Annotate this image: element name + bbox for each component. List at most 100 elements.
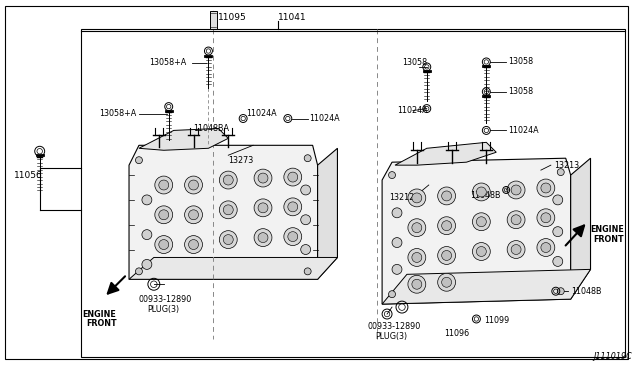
Text: 11024A: 11024A [246, 109, 276, 118]
Text: 11099: 11099 [484, 317, 509, 326]
Text: J111019C: J111019C [593, 352, 632, 361]
Text: 13273: 13273 [228, 156, 253, 165]
Circle shape [557, 288, 564, 295]
Circle shape [553, 256, 563, 266]
Circle shape [155, 235, 173, 253]
Circle shape [442, 277, 452, 287]
Circle shape [301, 215, 310, 225]
Circle shape [392, 238, 402, 247]
Text: 11024A: 11024A [508, 126, 539, 135]
Circle shape [258, 203, 268, 213]
Circle shape [155, 206, 173, 224]
Circle shape [254, 169, 272, 187]
Circle shape [412, 223, 422, 232]
Circle shape [392, 264, 402, 274]
Circle shape [537, 179, 555, 197]
Circle shape [541, 183, 551, 193]
Circle shape [288, 232, 298, 241]
Circle shape [288, 202, 298, 212]
Circle shape [301, 185, 310, 195]
Circle shape [254, 199, 272, 217]
Circle shape [136, 268, 143, 275]
Text: 11048BA: 11048BA [193, 124, 230, 133]
Circle shape [284, 198, 301, 216]
Circle shape [472, 183, 490, 201]
Circle shape [408, 189, 426, 207]
Text: 13058: 13058 [508, 57, 533, 67]
Polygon shape [395, 142, 496, 165]
Circle shape [254, 229, 272, 247]
Circle shape [304, 155, 311, 162]
Circle shape [408, 248, 426, 266]
Circle shape [541, 213, 551, 223]
Circle shape [284, 168, 301, 186]
Text: 00933-12890: 00933-12890 [139, 295, 192, 304]
Polygon shape [382, 158, 571, 304]
Circle shape [553, 227, 563, 237]
Text: 11096: 11096 [445, 329, 470, 339]
Circle shape [507, 241, 525, 259]
Text: 11041: 11041 [278, 13, 307, 22]
Circle shape [412, 279, 422, 289]
Text: 11056: 11056 [14, 171, 43, 180]
Circle shape [258, 173, 268, 183]
Circle shape [258, 232, 268, 243]
Circle shape [442, 191, 452, 201]
Polygon shape [129, 145, 317, 279]
Text: 11095: 11095 [218, 13, 247, 22]
Circle shape [408, 275, 426, 293]
Text: 11024A: 11024A [397, 106, 428, 115]
Circle shape [223, 205, 233, 215]
Circle shape [438, 247, 456, 264]
Text: 13058+A: 13058+A [99, 109, 136, 118]
Circle shape [220, 201, 237, 219]
Circle shape [472, 243, 490, 260]
Circle shape [438, 187, 456, 205]
Circle shape [189, 210, 198, 220]
Text: 13213: 13213 [554, 161, 579, 170]
Circle shape [472, 213, 490, 231]
Text: PLUG(3): PLUG(3) [147, 305, 179, 314]
Circle shape [223, 175, 233, 185]
Circle shape [220, 231, 237, 248]
Circle shape [136, 157, 143, 164]
Text: ENGINE: ENGINE [591, 225, 624, 234]
Circle shape [189, 180, 198, 190]
Circle shape [511, 185, 521, 195]
Circle shape [142, 195, 152, 205]
Polygon shape [317, 148, 337, 279]
Text: 13058+A: 13058+A [149, 58, 186, 67]
Polygon shape [382, 269, 591, 304]
Circle shape [159, 240, 169, 250]
Circle shape [412, 193, 422, 203]
Circle shape [442, 221, 452, 231]
Circle shape [476, 217, 486, 227]
Circle shape [408, 219, 426, 237]
Text: 11024A: 11024A [310, 114, 340, 123]
Circle shape [155, 176, 173, 194]
Circle shape [388, 291, 396, 298]
Circle shape [220, 171, 237, 189]
Polygon shape [571, 158, 591, 299]
Circle shape [159, 180, 169, 190]
Text: 00933-12890: 00933-12890 [367, 323, 420, 331]
Circle shape [184, 176, 202, 194]
Circle shape [288, 172, 298, 182]
Circle shape [442, 250, 452, 260]
Circle shape [476, 187, 486, 197]
Circle shape [304, 268, 311, 275]
Text: PLUG(3): PLUG(3) [375, 332, 407, 341]
Text: 13058: 13058 [402, 58, 427, 67]
Circle shape [541, 243, 551, 253]
Bar [81, 29, 625, 357]
Text: 11048B: 11048B [470, 192, 501, 201]
Polygon shape [129, 257, 337, 279]
Circle shape [511, 215, 521, 225]
Circle shape [537, 209, 555, 227]
Text: 11048B: 11048B [571, 287, 601, 296]
Text: FRONT: FRONT [593, 235, 624, 244]
Text: 13212: 13212 [389, 193, 414, 202]
Circle shape [392, 208, 402, 218]
Circle shape [142, 230, 152, 240]
Circle shape [142, 259, 152, 269]
